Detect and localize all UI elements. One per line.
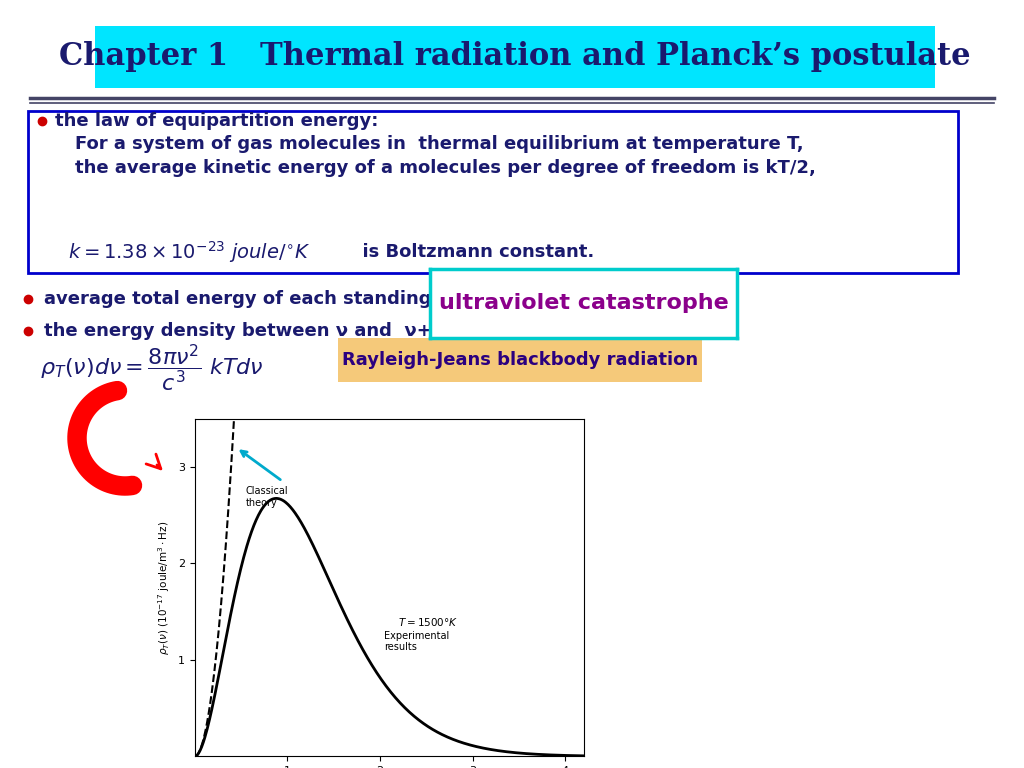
Text: the law of equipartition energy:: the law of equipartition energy: — [55, 112, 379, 130]
Text: ultraviolet catastrophe: ultraviolet catastrophe — [439, 293, 728, 313]
Text: For a system of gas molecules in  thermal equilibrium at temperature T,: For a system of gas molecules in thermal… — [75, 135, 804, 153]
Y-axis label: $\rho_T(\nu)$ (10$^{-17}$ joule/m$^3\cdot$Hz): $\rho_T(\nu)$ (10$^{-17}$ joule/m$^3\cdo… — [157, 521, 172, 654]
Text: $T = 1500°K$: $T = 1500°K$ — [398, 616, 459, 628]
FancyBboxPatch shape — [95, 26, 935, 88]
Text: $\rho_T(\nu)d\nu = \dfrac{8\pi\nu^2}{c^3}\ kTd\nu$: $\rho_T(\nu)d\nu = \dfrac{8\pi\nu^2}{c^3… — [40, 342, 264, 394]
Text: the energy density between ν and  ν+dν:: the energy density between ν and ν+dν: — [44, 322, 464, 340]
Text: is Boltzmann constant.: is Boltzmann constant. — [350, 243, 594, 261]
Text: Experimental
results: Experimental results — [384, 631, 450, 652]
Text: average total energy of each standing wave :: average total energy of each standing wa… — [44, 290, 522, 308]
FancyArrowPatch shape — [88, 402, 172, 470]
Text: Rayleigh-Jeans blackbody radiation: Rayleigh-Jeans blackbody radiation — [342, 351, 698, 369]
Text: $\bar{\varepsilon} = 2\times KT / 2 = KT$: $\bar{\varepsilon} = 2\times KT / 2 = KT… — [480, 289, 646, 310]
Text: Classical
theory: Classical theory — [246, 486, 288, 508]
Text: $k = 1.38\times10^{-23}\ joule/^{\circ}K$: $k = 1.38\times10^{-23}\ joule/^{\circ}K… — [68, 239, 310, 265]
FancyBboxPatch shape — [338, 338, 702, 382]
FancyBboxPatch shape — [28, 111, 958, 273]
Text: the average kinetic energy of a molecules per degree of freedom is kT/2,: the average kinetic energy of a molecule… — [75, 159, 816, 177]
Text: Chapter 1   Thermal radiation and Planck’s postulate: Chapter 1 Thermal radiation and Planck’s… — [59, 41, 971, 72]
